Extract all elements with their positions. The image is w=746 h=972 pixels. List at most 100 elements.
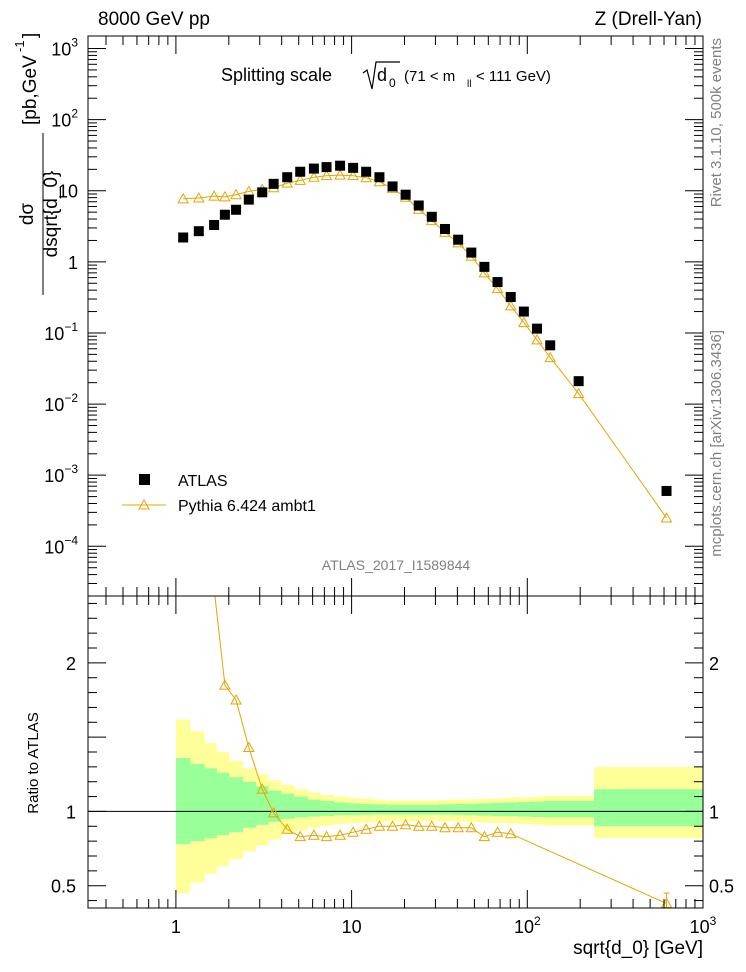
ratio-y-tick-label-left: 1 bbox=[66, 802, 76, 822]
ratio-point bbox=[425, 820, 438, 831]
atlas-data-point bbox=[335, 160, 346, 171]
y-tick-label: 10−3 bbox=[44, 462, 78, 486]
ratio-inner-band bbox=[280, 793, 295, 819]
mcplots-label: mcplots.cern.ch [arXiv:1306.3436] bbox=[708, 330, 725, 557]
x-tick-label: 10 bbox=[342, 917, 362, 937]
mc-point bbox=[504, 299, 517, 311]
ratio-point bbox=[412, 820, 425, 831]
mc-point bbox=[192, 191, 205, 203]
ratio-point bbox=[452, 821, 464, 833]
ratio-inner-band bbox=[594, 789, 703, 827]
mc-point bbox=[294, 174, 307, 185]
ratio-y-tick-label-left: 0.5 bbox=[51, 877, 76, 897]
sqrt-sign bbox=[362, 61, 400, 90]
ratio-inner-band bbox=[333, 802, 348, 816]
y-tick-label: 102 bbox=[51, 107, 78, 131]
legend-data-label: ATLAS bbox=[178, 473, 228, 490]
y-tick-label: 10−1 bbox=[44, 320, 78, 344]
ratio-y-tick-label-right: 0.5 bbox=[709, 877, 734, 897]
atlas-data-point bbox=[257, 187, 268, 198]
ratio-series-line bbox=[214, 596, 667, 904]
mc-point bbox=[544, 351, 557, 363]
ratio-y-tick-label-left: 2 bbox=[66, 654, 76, 674]
ratio-inner-band bbox=[372, 804, 387, 815]
legend-mc-marker bbox=[138, 498, 150, 510]
ratio-inner-band bbox=[216, 772, 230, 836]
ratio-point bbox=[491, 826, 504, 837]
ratio-point bbox=[478, 830, 491, 842]
ratio-point bbox=[439, 821, 451, 833]
mc-point bbox=[491, 282, 504, 294]
y-axis-label: dσ dsqrt{d_0} [pb,GeV -1 ] bbox=[12, 33, 62, 295]
ratio-point bbox=[373, 820, 386, 831]
ratio-inner-band bbox=[307, 799, 321, 817]
ratio-point bbox=[360, 823, 372, 834]
atlas-data-point bbox=[413, 200, 424, 211]
ratio-inner-band bbox=[477, 803, 492, 816]
plot-title-range-sub: ll bbox=[467, 79, 471, 90]
atlas-data-point bbox=[193, 226, 204, 237]
y-label-close: ] bbox=[20, 33, 41, 38]
mc-point bbox=[531, 333, 543, 345]
plot-title-symbol: d bbox=[377, 65, 387, 85]
ratio-point bbox=[465, 821, 478, 833]
x-tick-label: 1 bbox=[171, 917, 181, 937]
mc-point bbox=[478, 266, 491, 278]
atlas-data-point bbox=[532, 323, 543, 334]
atlas-data-point bbox=[400, 189, 411, 200]
y-label-unit: [pb,GeV bbox=[20, 55, 41, 125]
ratio-y-tick-label-right: 2 bbox=[709, 654, 719, 674]
x-axis-label: sqrt{d_0} [GeV] bbox=[573, 938, 703, 959]
atlas-data-point bbox=[308, 163, 319, 174]
ratio-inner-band bbox=[346, 803, 361, 816]
ratio-point bbox=[504, 827, 517, 839]
atlas-data-point bbox=[661, 485, 672, 496]
atlas-data-point bbox=[492, 277, 503, 288]
plot-title: Splitting scale d 0 (71 < m ll < 111 GeV… bbox=[221, 61, 551, 90]
y-label-numerator: dσ bbox=[17, 203, 38, 226]
mc-point bbox=[208, 190, 220, 201]
atlas-data-point bbox=[573, 376, 584, 387]
ratio-inner-band bbox=[386, 804, 400, 815]
atlas-data-point bbox=[505, 292, 516, 303]
atlas-data-point bbox=[209, 219, 220, 230]
ratio-point bbox=[281, 823, 294, 834]
ratio-point bbox=[386, 820, 399, 831]
ratio-inner-band bbox=[464, 803, 479, 816]
analysis-watermark: ATLAS_2017_I1589844 bbox=[322, 557, 471, 573]
ratio-point bbox=[242, 741, 255, 753]
mc-point bbox=[360, 171, 372, 183]
y-tick-label: 10−2 bbox=[44, 391, 78, 415]
mc-point bbox=[230, 188, 242, 200]
atlas-data-point bbox=[348, 162, 359, 173]
ratio-inner-band bbox=[242, 781, 257, 828]
ratio-point bbox=[219, 679, 231, 690]
legend: ATLAS Pythia 6.424 ambt1 bbox=[122, 473, 316, 515]
atlas-data-point bbox=[374, 172, 385, 183]
y-label-exponent: -1 bbox=[12, 40, 27, 52]
y-label-denominator: dsqrt{d_0} bbox=[41, 171, 62, 258]
atlas-data-point bbox=[518, 306, 529, 317]
mc-point bbox=[518, 316, 530, 328]
mc-point bbox=[281, 177, 294, 188]
ratio-point bbox=[308, 829, 320, 840]
ratio-inner-band bbox=[491, 802, 505, 816]
atlas-data-point bbox=[387, 181, 398, 192]
atlas-data-point bbox=[295, 166, 306, 177]
ratio-inner-band bbox=[359, 804, 374, 815]
mc-point bbox=[219, 190, 231, 202]
mc-point bbox=[572, 387, 585, 399]
ratio-inner-band bbox=[438, 804, 453, 815]
ratio-inner-band bbox=[504, 802, 518, 817]
x-tick-label: 103 bbox=[690, 914, 717, 937]
atlas-data-point bbox=[439, 223, 450, 234]
atlas-data-point bbox=[231, 204, 242, 215]
legend-data-marker bbox=[139, 474, 150, 485]
atlas-data-point bbox=[219, 209, 230, 220]
atlas-data-point bbox=[426, 211, 437, 222]
legend-mc-label: Pythia 6.424 ambt1 bbox=[178, 498, 316, 515]
mc-point bbox=[177, 192, 190, 204]
ratio-inner-band bbox=[412, 804, 426, 815]
ratio-inner-band bbox=[189, 763, 205, 842]
